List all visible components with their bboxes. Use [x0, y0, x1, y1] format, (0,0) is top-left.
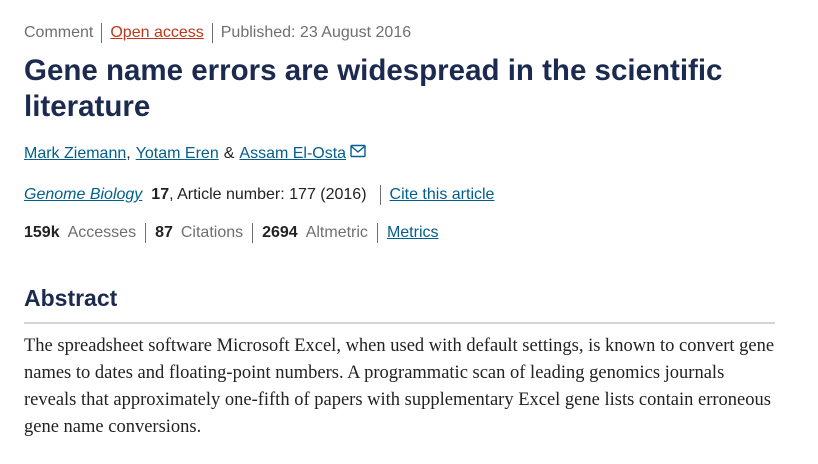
article-type: Comment	[24, 24, 94, 41]
article-metrics: 159k Accesses 87 Citations 2694 Altmetri…	[24, 223, 439, 243]
author-link-eren[interactable]: Yotam Eren	[135, 145, 219, 162]
author-conjunction: &	[223, 145, 235, 162]
article-title: Gene name errors are widespread in the s…	[24, 54, 723, 123]
section-divider	[24, 322, 775, 324]
author-list: Mark Ziemann , Yotam Eren & Assam El-Ost…	[24, 144, 366, 164]
journal-link[interactable]: Genome Biology	[24, 186, 143, 203]
metrics-link[interactable]: Metrics	[386, 224, 439, 241]
divider	[379, 185, 381, 205]
citations-label: Citations	[180, 224, 244, 241]
abstract-text: The spreadsheet software Microsoft Excel…	[24, 336, 775, 437]
altmetric-score: 2694	[262, 224, 298, 241]
author-link-el-osta[interactable]: Assam El-Osta	[239, 145, 347, 162]
cite-this-article-link[interactable]: Cite this article	[389, 186, 495, 203]
journal-volume: 17	[151, 186, 170, 203]
article-number: , Article number: 177 (2016)	[169, 186, 367, 203]
divider	[376, 223, 378, 243]
citation-line: Genome Biology 17 , Article number: 177 …	[24, 185, 494, 205]
accesses-label: Accesses	[67, 224, 137, 241]
author-separator: ,	[126, 145, 131, 162]
altmetric-label: Altmetric	[305, 224, 368, 241]
published-date: Published: 23 August 2016	[220, 24, 412, 41]
author-link-ziemann[interactable]: Mark Ziemann	[24, 145, 127, 162]
divider	[101, 23, 103, 43]
divider	[252, 223, 254, 243]
accesses-count: 159k	[24, 224, 60, 241]
abstract-heading: Abstract	[24, 285, 118, 311]
open-access-link[interactable]: Open access	[110, 24, 204, 41]
divider	[145, 223, 147, 243]
divider	[211, 23, 213, 43]
envelope-icon[interactable]	[350, 144, 366, 158]
article-meta-line: Comment Open access Published: 23 August…	[24, 23, 411, 43]
citations-count: 87	[155, 224, 173, 241]
